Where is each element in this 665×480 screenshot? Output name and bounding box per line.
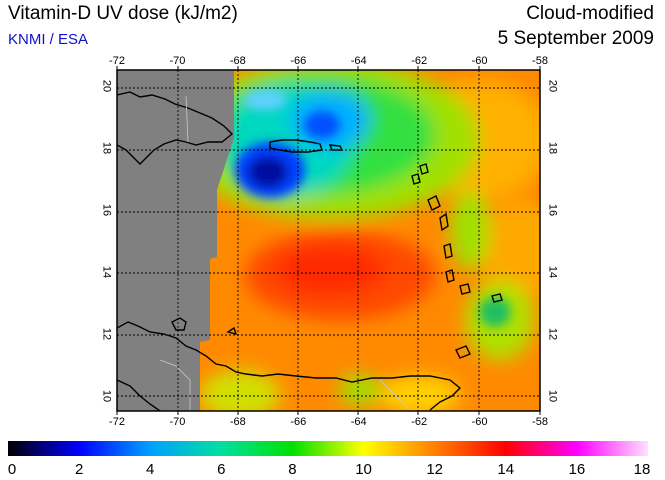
lat-tick-right: 14 xyxy=(546,265,559,278)
dose-area-east-orange xyxy=(480,200,540,300)
dose-area-blue-2 xyxy=(304,111,340,139)
lat-tick-right: 12 xyxy=(546,327,559,340)
dose-area-red-max xyxy=(275,245,385,295)
colorbar xyxy=(8,441,648,456)
colorbar-tick-label: 0 xyxy=(7,461,17,478)
map-title: Vitamin-D UV dose (kJ/m2) xyxy=(8,3,238,24)
lon-tick-top: -62 xyxy=(411,55,428,67)
lon-tick-top: -68 xyxy=(229,55,246,67)
product-label: Cloud-modified xyxy=(526,3,654,24)
lon-tick-top: -72 xyxy=(109,55,125,67)
coastlines xyxy=(117,91,503,411)
lon-tick-bottom: -66 xyxy=(290,416,307,428)
lat-tick-left: 18 xyxy=(100,141,113,154)
colorbar-tick-label: 16 xyxy=(568,461,586,478)
lat-tick-left: 20 xyxy=(100,79,113,92)
borders xyxy=(159,95,411,411)
lat-tick-left: 16 xyxy=(100,203,113,216)
dose-area-north-pale xyxy=(243,90,287,110)
colorbar-tick-label: 18 xyxy=(633,461,651,478)
graticule xyxy=(117,70,540,411)
lon-tick-bottom: -72 xyxy=(109,416,125,428)
lat-tick-left: 14 xyxy=(100,265,113,278)
lon-tick-bottom: -64 xyxy=(350,416,367,428)
lat-tick-left: 12 xyxy=(100,327,113,340)
lon-tick-top: -66 xyxy=(290,55,307,67)
frame-ticks xyxy=(116,66,541,415)
lon-tick-bottom: -58 xyxy=(532,416,548,428)
dose-area-southeast-green xyxy=(479,297,511,327)
lat-tick-right: 18 xyxy=(546,141,559,154)
colorbar-tick-label: 2 xyxy=(74,461,84,478)
lon-tick-bottom: -70 xyxy=(169,416,186,428)
lon-tick-top: -70 xyxy=(169,55,186,67)
map-frame xyxy=(116,69,541,412)
lon-tick-bottom: -60 xyxy=(471,416,488,428)
colorbar-tick-label: 10 xyxy=(355,461,372,478)
date-label: 5 September 2009 xyxy=(497,28,654,49)
lon-tick-top: -64 xyxy=(350,55,367,67)
dose-area-antilles-lime xyxy=(450,190,490,270)
lon-tick-bottom: -68 xyxy=(229,416,246,428)
lat-tick-right: 20 xyxy=(546,79,559,92)
lat-tick-right: 10 xyxy=(546,389,559,402)
lat-tick-right: 16 xyxy=(546,203,559,216)
colorbar-tick-label: 8 xyxy=(288,461,297,478)
no-data-region xyxy=(117,70,234,411)
colorbar-tick-label: 6 xyxy=(217,461,226,478)
colorbar-tick-label: 12 xyxy=(426,461,443,478)
colorbar-tick-label: 4 xyxy=(146,461,155,478)
dose-area-south-yellow xyxy=(200,370,280,411)
dose-area-dark-blue xyxy=(248,156,288,188)
lon-tick-bottom: -62 xyxy=(411,416,428,428)
credit-label: KNMI / ESA xyxy=(8,31,89,48)
dose-area-south-yellow-2 xyxy=(380,375,460,411)
lon-tick-top: -60 xyxy=(471,55,488,67)
lon-tick-top: -58 xyxy=(532,55,548,67)
colorbar-tick-label: 14 xyxy=(497,461,515,478)
dose-area-south-lime xyxy=(338,375,382,405)
lat-tick-left: 10 xyxy=(100,389,113,402)
